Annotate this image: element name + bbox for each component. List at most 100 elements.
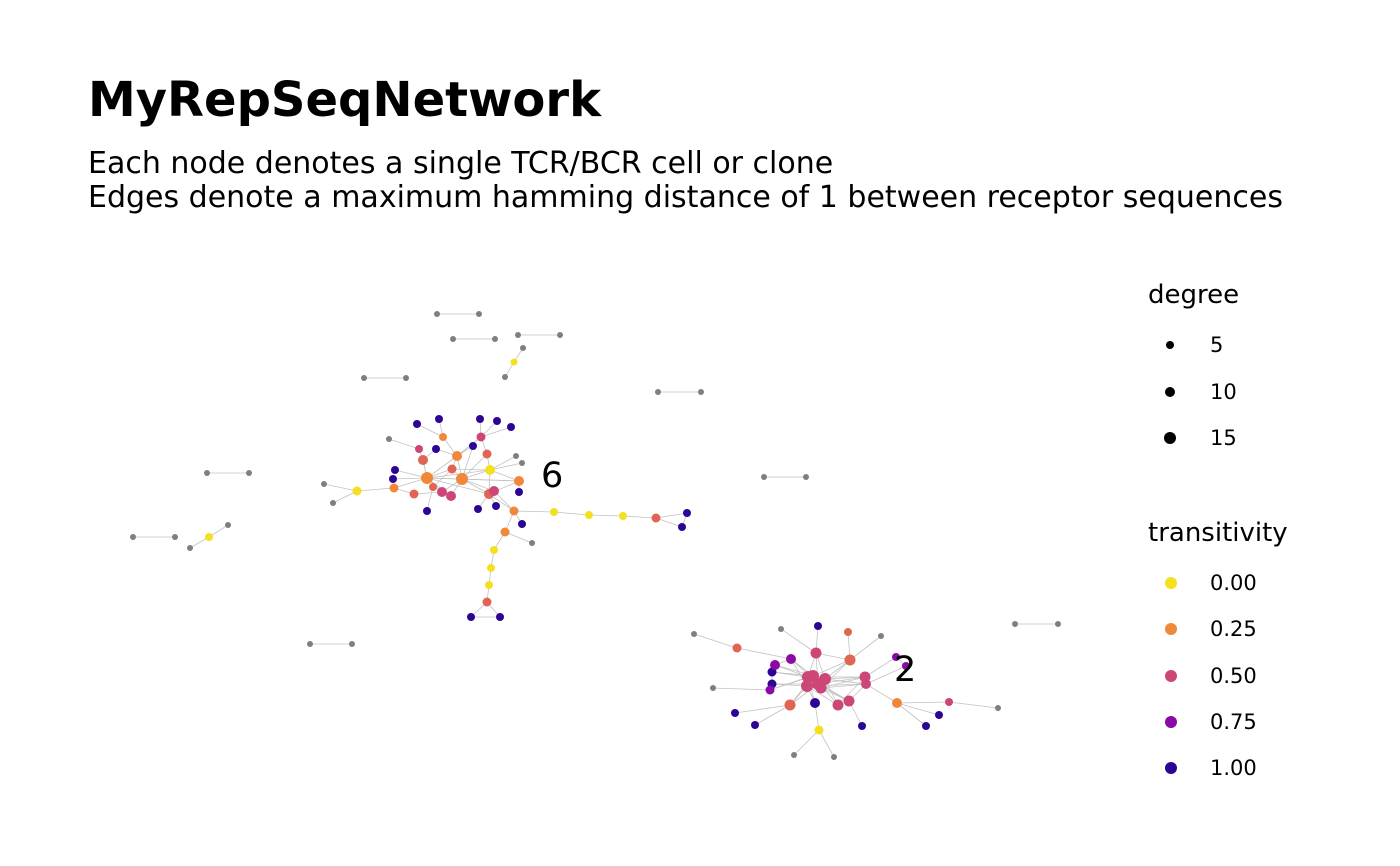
network-edge bbox=[480, 426, 512, 438]
network-edge bbox=[504, 531, 533, 544]
network-node bbox=[520, 345, 526, 351]
network-node bbox=[485, 465, 495, 475]
network-node bbox=[550, 508, 558, 516]
network-node bbox=[831, 754, 837, 760]
network-edge bbox=[426, 477, 520, 482]
network-edge bbox=[426, 455, 458, 479]
network-edge bbox=[323, 483, 358, 492]
network-node bbox=[246, 470, 252, 476]
network-node bbox=[469, 442, 477, 450]
network-edge bbox=[818, 729, 835, 758]
network-node bbox=[619, 512, 627, 520]
legend-degree: degree 5 10 15 bbox=[1148, 280, 1239, 449]
network-edge bbox=[824, 676, 866, 680]
network-node bbox=[409, 489, 419, 499]
network-edge bbox=[553, 511, 590, 516]
network-node bbox=[452, 451, 462, 461]
node-layer bbox=[130, 311, 1061, 760]
network-node bbox=[518, 520, 526, 528]
legend-transitivity-label: 0.50 bbox=[1210, 664, 1257, 688]
network-node bbox=[349, 641, 355, 647]
network-node bbox=[786, 654, 796, 664]
network-node bbox=[439, 433, 447, 441]
network-node bbox=[519, 460, 525, 466]
network-node bbox=[361, 375, 367, 381]
network-edge bbox=[849, 635, 882, 661]
network-edge bbox=[488, 493, 515, 512]
network-edge bbox=[489, 469, 520, 482]
network-node bbox=[487, 564, 495, 572]
plot-subtitle-line-1: Each node denotes a single TCR/BCR cell … bbox=[88, 146, 834, 181]
network-node bbox=[482, 597, 492, 607]
legend-transitivity-item: 0.50 bbox=[1148, 664, 1388, 688]
network-node bbox=[509, 506, 519, 516]
network-node bbox=[413, 420, 421, 428]
network-edge bbox=[793, 729, 820, 756]
network-node bbox=[861, 679, 871, 689]
legend-transitivity-item: 0.25 bbox=[1148, 619, 1388, 640]
network-edge bbox=[780, 628, 817, 654]
network-node bbox=[651, 513, 661, 523]
plot-subtitle-line-2: Edges denote a maximum hamming distance … bbox=[88, 180, 1283, 215]
network-edge bbox=[734, 704, 791, 714]
network-node bbox=[844, 654, 856, 666]
network-node bbox=[698, 389, 704, 395]
network-edge bbox=[513, 510, 555, 513]
network-node bbox=[902, 662, 910, 670]
network-edge bbox=[655, 517, 683, 528]
network-node bbox=[791, 752, 797, 758]
network-node bbox=[761, 474, 767, 480]
legend-transitivity-key bbox=[1165, 670, 1177, 682]
network-node bbox=[815, 682, 827, 694]
legend-transitivity-item: 0.75 bbox=[1148, 710, 1388, 734]
network-node bbox=[945, 698, 953, 706]
network-edge bbox=[820, 683, 867, 689]
network-node bbox=[450, 336, 456, 342]
network-node bbox=[130, 534, 136, 540]
network-node bbox=[476, 311, 482, 317]
network-node bbox=[415, 445, 423, 453]
legend-transitivity: transitivity 0.00 0.25 0.50 0.75 1.00 bbox=[1148, 518, 1288, 779]
network-edge bbox=[489, 462, 523, 471]
network-edge bbox=[896, 702, 927, 727]
network-node bbox=[843, 695, 855, 707]
network-node bbox=[330, 500, 336, 506]
network-node bbox=[683, 509, 691, 517]
legend-degree-item: 10 bbox=[1148, 380, 1388, 404]
network-node bbox=[456, 473, 468, 485]
legend-transitivity-label: 0.75 bbox=[1210, 710, 1257, 734]
network-node bbox=[801, 680, 813, 692]
network-node bbox=[778, 626, 784, 632]
network-node bbox=[892, 653, 900, 661]
legend-degree-key bbox=[1165, 387, 1175, 397]
network-edge bbox=[693, 633, 738, 649]
network-edge bbox=[416, 423, 444, 438]
network-edge bbox=[622, 515, 657, 519]
network-node bbox=[447, 464, 457, 474]
network-node bbox=[423, 507, 431, 515]
edge-layer bbox=[133, 313, 1058, 758]
legend-degree-item: 5 bbox=[1148, 335, 1388, 356]
legend-degree-label: 15 bbox=[1210, 426, 1237, 450]
cluster-label-2: 2 bbox=[894, 650, 916, 690]
legend-transitivity-label: 1.00 bbox=[1210, 756, 1257, 780]
network-node bbox=[832, 699, 844, 711]
network-node bbox=[935, 711, 943, 719]
legend-degree-label: 10 bbox=[1210, 380, 1237, 404]
network-node bbox=[1055, 621, 1061, 627]
network-node bbox=[878, 633, 884, 639]
network-node bbox=[844, 628, 852, 636]
network-edge bbox=[815, 652, 851, 661]
network-node bbox=[514, 476, 524, 486]
legend-degree-key bbox=[1166, 341, 1174, 349]
network-node bbox=[204, 470, 210, 476]
network-node bbox=[187, 545, 193, 551]
network-node bbox=[437, 487, 447, 497]
network-node bbox=[502, 374, 508, 380]
network-node bbox=[489, 486, 499, 496]
network-node bbox=[352, 486, 362, 496]
network-node bbox=[493, 417, 501, 425]
network-edge bbox=[896, 701, 950, 704]
network-node bbox=[922, 722, 930, 730]
network-edge bbox=[865, 665, 907, 685]
